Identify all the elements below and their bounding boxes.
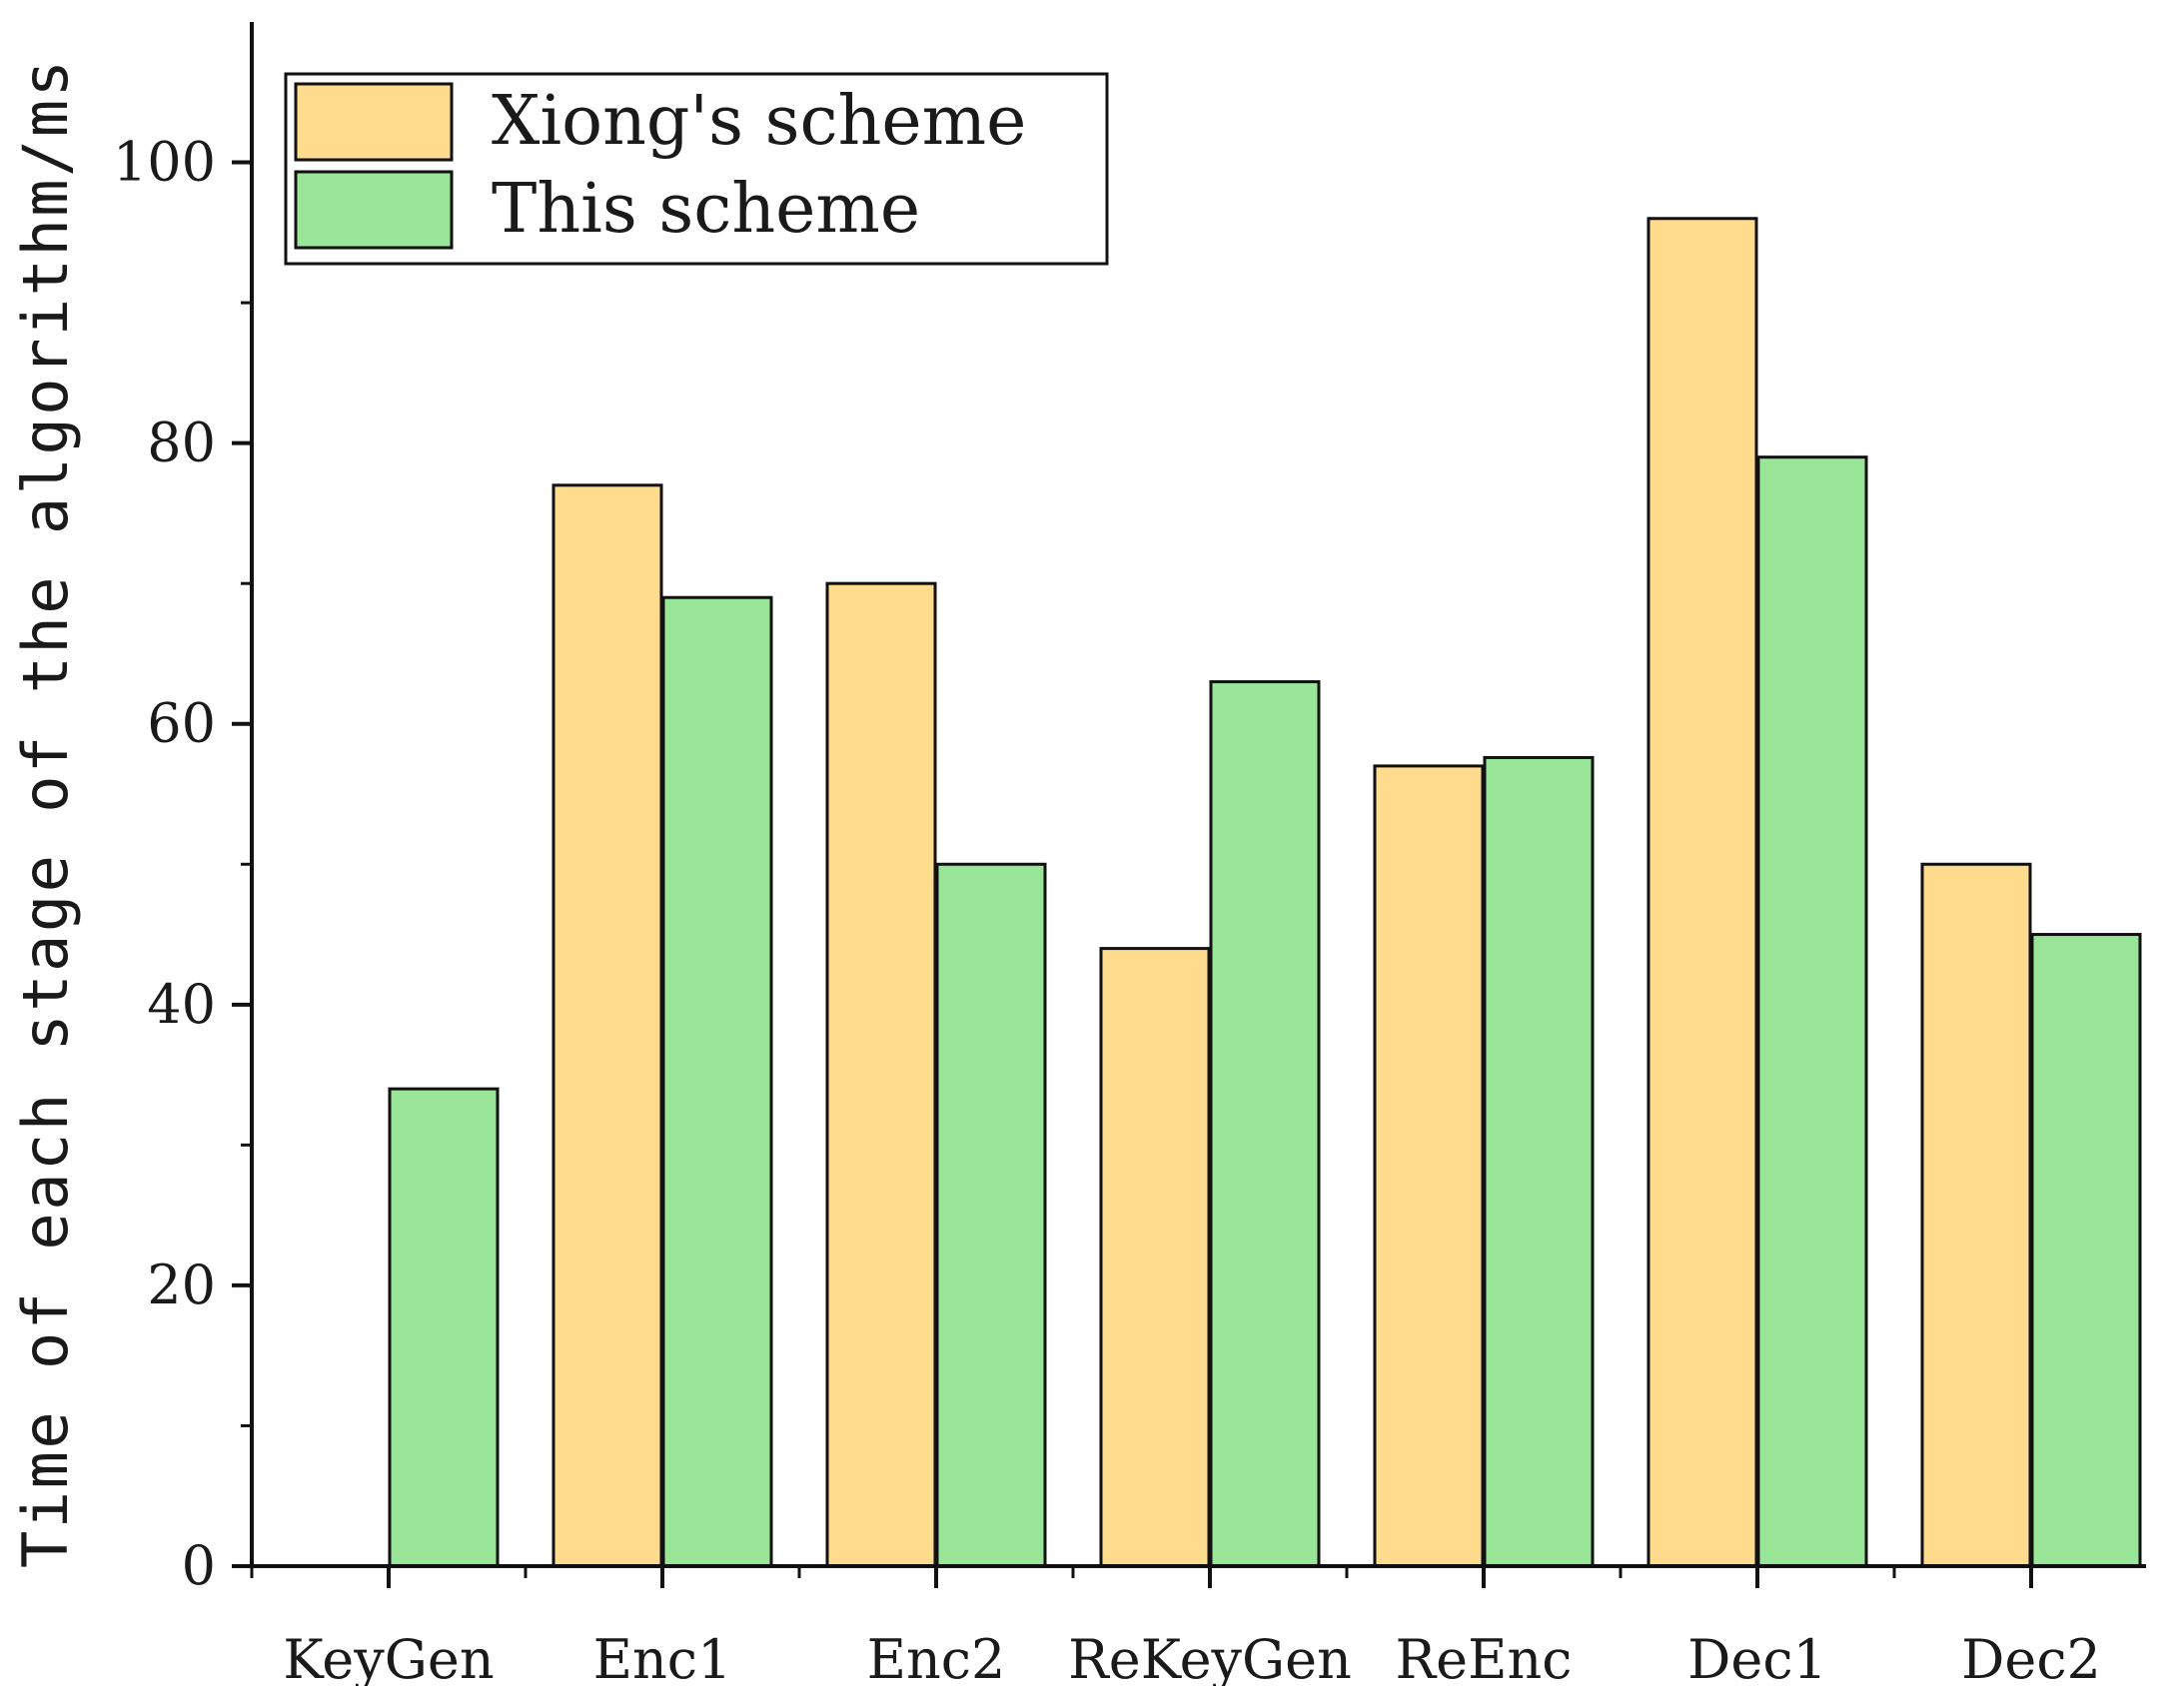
bar-xiong-reenc (1373, 764, 1485, 1568)
bar-this-enc2 (935, 862, 1047, 1568)
bar-xiong-rekeygen (1099, 947, 1211, 1568)
y-tick-label-60: 60 (147, 692, 216, 755)
bar-xiong-dec2 (1920, 862, 2032, 1568)
bar-this-enc1 (661, 595, 773, 1568)
y-tick-label-100: 100 (113, 131, 216, 194)
legend: Xiong's scheme This scheme (284, 72, 1109, 266)
y-tick-label-0: 0 (182, 1534, 216, 1597)
bar-this-keygen (388, 1087, 500, 1568)
legend-swatch-this (294, 170, 454, 250)
x-tick-label-rekeygen: ReKeyGen (1068, 1628, 1352, 1686)
legend-label-xiong: Xiong's scheme (492, 82, 1026, 161)
x-tick-label-keygen: KeyGen (283, 1628, 494, 1686)
y-tick-label-40: 40 (147, 973, 216, 1036)
bar-this-dec1 (1756, 455, 1868, 1568)
bar-this-reenc (1483, 755, 1595, 1568)
legend-swatch-xiong (294, 82, 454, 162)
x-tick-label-enc2: Enc2 (867, 1628, 1006, 1686)
y-axis-title: Time of each stage of the algorithm/ms (9, 60, 82, 1568)
bar-this-rekeygen (1209, 680, 1321, 1568)
bars-layer (388, 217, 2142, 1568)
x-tick-label-dec2: Dec2 (1961, 1628, 2101, 1686)
x-tick-label-reenc: ReEnc (1395, 1628, 1572, 1686)
bar-xiong-enc1 (551, 483, 663, 1568)
bar-xiong-enc2 (825, 581, 937, 1568)
x-tick-label-dec1: Dec1 (1687, 1628, 1827, 1686)
legend-label-this: This scheme (492, 170, 920, 249)
x-tick-label-enc1: Enc1 (593, 1628, 732, 1686)
bar-this-dec2 (2030, 933, 2142, 1568)
bar-xiong-dec1 (1646, 217, 1758, 1568)
y-tick-label-20: 20 (147, 1254, 216, 1316)
y-tick-label-80: 80 (147, 412, 216, 474)
tick-labels-layer: 0 20 40 60 80 100 KeyGen Enc1 Enc2 ReKeyGen ReEnc D… (113, 131, 2101, 1686)
axes-layer (232, 22, 2146, 1588)
